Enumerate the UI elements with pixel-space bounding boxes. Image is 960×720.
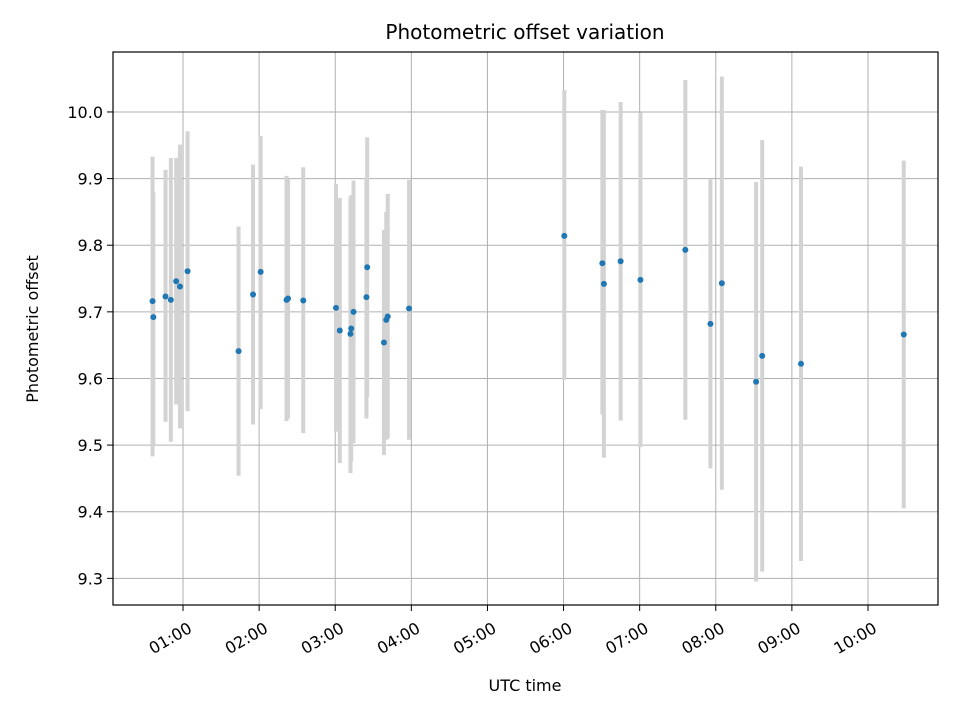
data-point [347,330,354,337]
data-point [235,348,242,355]
y-tick-label: 9.7 [78,303,103,322]
data-point [257,268,264,275]
y-axis-label: Photometric offset [23,255,42,403]
data-points [149,232,907,385]
data-point [637,276,644,283]
data-point [336,327,343,334]
y-tick-label: 9.6 [78,369,103,388]
data-point [350,308,357,315]
plot-frame [112,51,939,606]
data-point [759,352,766,359]
data-point [599,260,606,267]
data-point [176,283,183,290]
data-point [900,331,907,338]
data-point [150,314,157,321]
chart-title: Photometric offset variation [385,20,664,44]
data-point [718,280,725,287]
data-point [406,305,413,312]
x-axis-label: UTC time [489,676,562,695]
data-point [561,232,568,239]
y-tick-label: 9.9 [78,170,103,189]
data-point [285,295,292,302]
data-point [384,313,391,320]
data-point [149,298,156,305]
data-point [250,291,257,298]
data-point [173,278,180,285]
data-point [332,304,339,311]
y-tick-label: 9.5 [78,436,103,455]
data-point [167,296,174,303]
data-point [348,325,355,332]
data-point [707,320,714,327]
data-point [162,293,169,300]
data-point [184,268,191,275]
data-point [600,280,607,287]
y-tick-label: 9.8 [78,236,103,255]
data-point [753,378,760,385]
y-tick-label: 10.0 [67,103,103,122]
data-point [363,294,370,301]
data-point [617,258,624,265]
data-point [364,264,371,271]
data-point [380,339,387,346]
data-point [300,297,307,304]
y-tick-label: 9.4 [78,503,103,522]
y-tick-label: 9.3 [78,569,103,588]
y-axis-ticks: 9.3 9.4 9.5 9.6 9.7 9.8 9.9 10.0 [67,103,113,588]
data-point [682,246,689,253]
data-point [798,360,805,367]
